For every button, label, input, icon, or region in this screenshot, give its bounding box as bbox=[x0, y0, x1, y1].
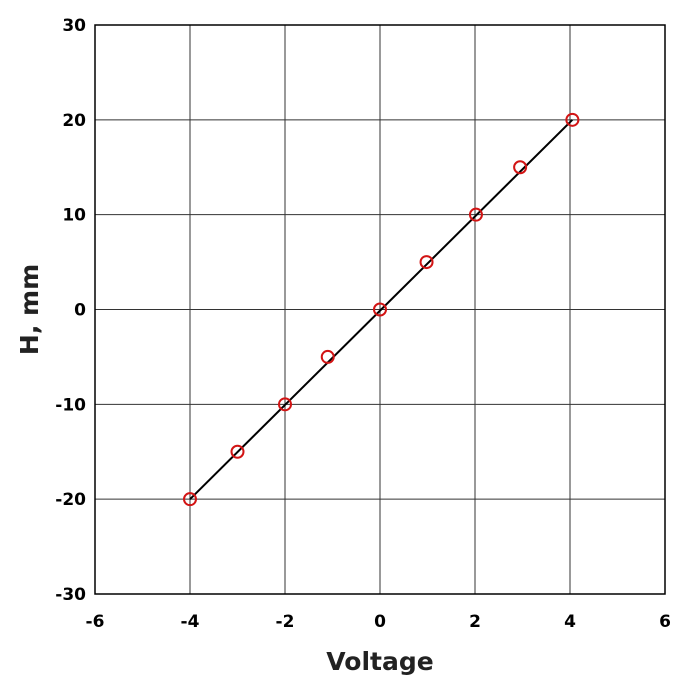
series-layer bbox=[183, 112, 580, 507]
y-tick-label: 30 bbox=[62, 16, 86, 36]
y-tick-label: 10 bbox=[62, 206, 86, 226]
data-point bbox=[278, 397, 292, 412]
x-tick-label: -4 bbox=[181, 612, 200, 632]
y-tick-label: -30 bbox=[55, 585, 86, 605]
data-point bbox=[183, 492, 197, 507]
data-point bbox=[419, 255, 434, 270]
data-point bbox=[373, 302, 387, 317]
y-tick-label: -10 bbox=[55, 395, 86, 415]
y-tick-labels: -30 -20 -10 0 10 20 30 bbox=[55, 16, 86, 605]
y-tick-label: -20 bbox=[55, 490, 86, 510]
fit-line bbox=[189, 119, 574, 500]
data-point bbox=[565, 112, 580, 127]
x-tick-label: 4 bbox=[564, 612, 576, 632]
y-tick-label: 0 bbox=[74, 301, 86, 321]
y-axis-title: H, mm bbox=[15, 264, 44, 355]
y-tick-label: 20 bbox=[62, 111, 86, 131]
data-point bbox=[513, 160, 528, 175]
x-tick-label: -2 bbox=[276, 612, 295, 632]
x-tick-label: 6 bbox=[659, 612, 671, 632]
data-point bbox=[468, 207, 483, 222]
x-tick-label: 2 bbox=[469, 612, 481, 632]
x-tick-label: 0 bbox=[374, 612, 386, 632]
plot-frame bbox=[94, 24, 666, 595]
data-point bbox=[230, 444, 245, 459]
x-axis-title: Voltage bbox=[326, 647, 433, 676]
x-tick-labels: -6 -4 -2 0 2 4 6 bbox=[86, 612, 671, 632]
x-tick-label: -6 bbox=[86, 612, 105, 632]
data-point bbox=[320, 349, 335, 364]
